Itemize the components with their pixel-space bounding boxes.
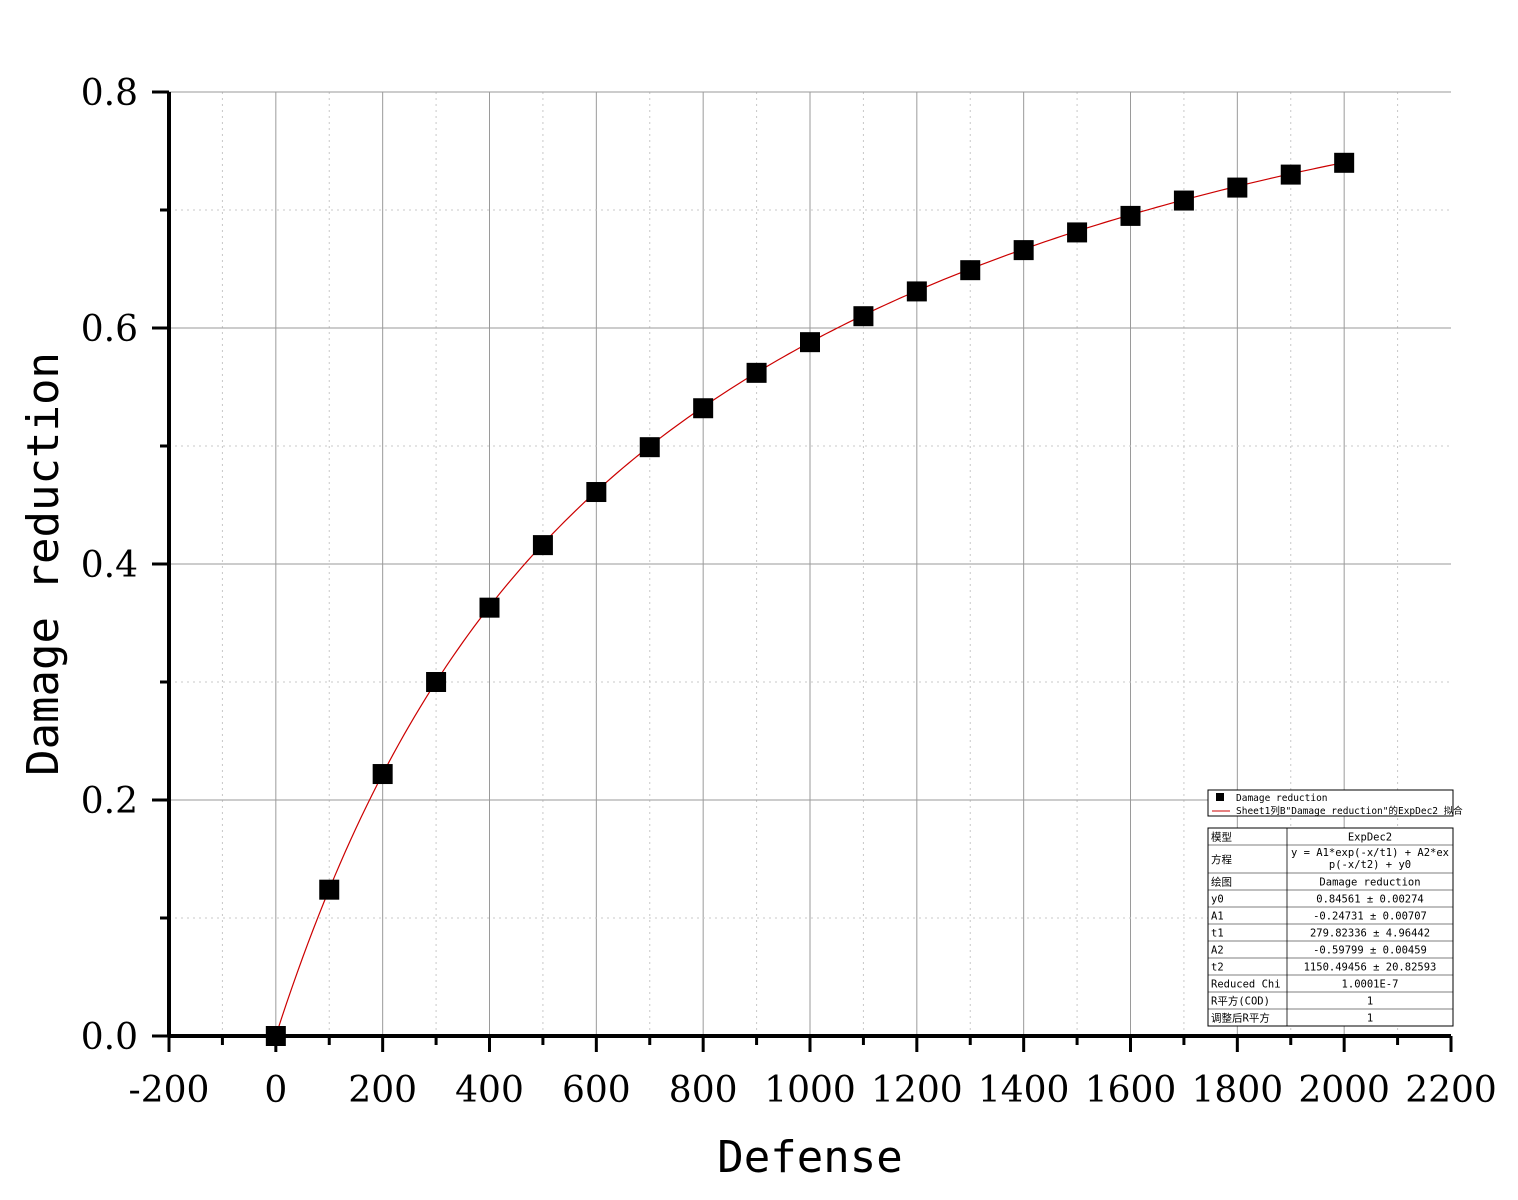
- fit-table-value-continued: p(-x/t2) + y0: [1329, 859, 1411, 871]
- x-tick-label: 400: [455, 1070, 524, 1111]
- x-tick-label: 800: [669, 1070, 738, 1111]
- data-point: [1013, 240, 1034, 261]
- y-axis-title: Damage reduction: [18, 352, 69, 776]
- y-tick-label: 0.8: [81, 73, 138, 114]
- x-tick-label: 2200: [1405, 1070, 1497, 1111]
- data-point: [265, 1026, 286, 1046]
- data-point: [960, 260, 981, 281]
- data-points: [265, 152, 1355, 1046]
- data-point: [532, 535, 553, 556]
- fit-table-value: 1150.49456 ± 20.82593: [1304, 962, 1437, 974]
- fit-table-value: 1: [1367, 996, 1373, 1008]
- x-tick-label: 1400: [978, 1070, 1070, 1111]
- data-point: [1280, 164, 1301, 185]
- fit-table-label: Reduced Chi: [1211, 979, 1281, 991]
- x-axis-title: Defense: [717, 1132, 902, 1183]
- x-tick-label: 0: [264, 1070, 287, 1111]
- fit-table-value: 0.84561 ± 0.00274: [1316, 894, 1423, 906]
- fit-table-value: -0.24731 ± 0.00707: [1313, 911, 1427, 923]
- legend-label-scatter: Damage reduction: [1236, 793, 1328, 804]
- data-point: [800, 332, 820, 353]
- x-tick-label: 2000: [1298, 1070, 1390, 1111]
- fit-table-value: 279.82336 ± 4.96442: [1310, 928, 1430, 940]
- y-tick-label: 0.0: [81, 1017, 138, 1058]
- fit-parameters-table: 模型 ExpDec2 方程 y = A1*exp(-x/t1) + A2*exp(-x…: [1207, 827, 1454, 1027]
- fit-table-label: A2: [1211, 945, 1224, 957]
- data-point: [1227, 177, 1248, 198]
- fit-table-value: y = A1*exp(-x/t1) + A2*ex: [1291, 847, 1449, 859]
- data-point: [479, 597, 500, 618]
- legend-marker-scatter: [1216, 793, 1224, 801]
- fit-table-label: y0: [1211, 894, 1224, 906]
- fit-table-label: 模型: [1211, 831, 1232, 844]
- data-point: [693, 398, 714, 419]
- data-point: [1173, 190, 1194, 211]
- fit-table-label: 调整后R平方: [1211, 1012, 1270, 1025]
- data-point: [426, 672, 447, 692]
- data-point: [853, 306, 874, 327]
- ticks: -200 0 200 400 600 800 1000 1200 1400 1600 1800 200…: [81, 73, 1497, 1111]
- data-point: [319, 879, 340, 900]
- x-tick-label: -200: [129, 1070, 210, 1111]
- data-point: [1120, 205, 1141, 226]
- fit-table-label: R平方(COD): [1211, 995, 1270, 1008]
- fit-table-value: 1.0001E-7: [1342, 979, 1399, 991]
- fit-table-label: 方程: [1211, 853, 1233, 866]
- x-tick-label: 600: [562, 1070, 631, 1111]
- y-tick-label: 0.2: [81, 781, 138, 822]
- legend-label-fit: Sheet1列B"Damage reduction"的ExpDec2 拟合: [1236, 805, 1463, 817]
- x-tick-label: 1200: [871, 1070, 963, 1111]
- fit-table-value: 1: [1367, 1013, 1373, 1025]
- x-tick-label: 1600: [1085, 1070, 1177, 1111]
- fit-table-label: A1: [1211, 911, 1224, 923]
- x-tick-label: 1000: [764, 1070, 856, 1111]
- y-tick-label: 0.6: [81, 309, 138, 350]
- data-point: [372, 764, 393, 785]
- legend: Damage reduction Sheet1列B"Damage reducti…: [1207, 789, 1463, 817]
- fit-table-label: t2: [1211, 962, 1224, 974]
- x-tick-label: 1800: [1192, 1070, 1284, 1111]
- fit-table-value: ExpDec2: [1348, 832, 1392, 844]
- x-tick-label: 200: [348, 1070, 417, 1111]
- data-point: [1067, 222, 1088, 243]
- fit-table-label: 绘图: [1211, 876, 1232, 889]
- data-point: [586, 482, 607, 503]
- data-point: [639, 437, 660, 458]
- fit-table-label: t1: [1211, 928, 1224, 940]
- y-tick-label: 0.4: [81, 545, 138, 586]
- data-point: [746, 362, 767, 383]
- fit-table-value: -0.59799 ± 0.00459: [1313, 945, 1427, 957]
- fit-table-border: [1207, 827, 1454, 1027]
- legend-box: [1207, 789, 1454, 817]
- fit-table-value: Damage reduction: [1319, 877, 1420, 889]
- data-point: [906, 281, 927, 302]
- data-point: [1334, 152, 1355, 173]
